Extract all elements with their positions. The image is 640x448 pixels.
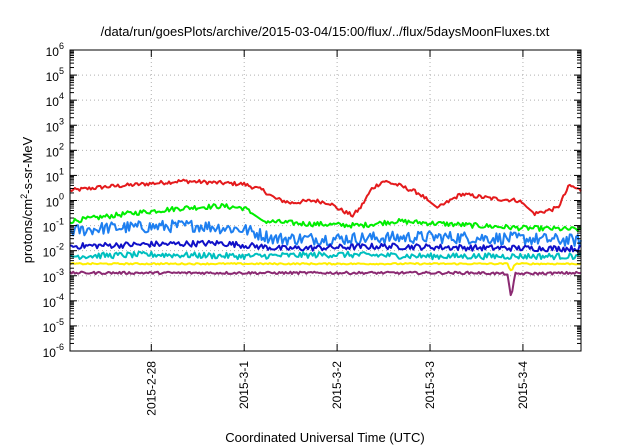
series-line-2 [69,219,582,247]
y-tick-label: 102 [46,141,64,159]
y-tick-label: 105 [46,66,64,84]
x-axis-label: Coordinated Universal Time (UTC) [225,430,424,445]
x-axis: 2015-2-28 2015-3-1 2015-3-2 2015-3-3 2015-3-… [144,50,530,416]
y-tick-base: 10 [43,321,57,335]
x-tick-label: 2015-3-3 [423,361,437,409]
y-tick-label: 104 [46,91,64,109]
y-tick-label: 103 [46,116,64,134]
y-tick-exponent: 2 [59,141,64,151]
y-tick-exponent: 4 [59,91,64,101]
y-tick-exponent: -2 [56,242,64,252]
y-tick-label: 101 [46,166,64,184]
y-tick-exponent: 3 [59,116,64,126]
series-line-0 [69,178,582,218]
y-tick-base: 10 [43,296,57,310]
y-tick-base: 10 [43,346,57,360]
y-tick-base: 10 [46,196,60,210]
y-tick-base: 10 [46,120,60,134]
series-line-1 [69,203,582,233]
y-axis-label-part: protons/cm [20,199,35,263]
x-tick-label: 2015-2-28 [144,361,158,416]
series-line-3 [69,239,582,253]
y-tick-label: 10-2 [43,242,64,260]
y-tick-label: 106 [46,41,64,59]
y-tick-base: 10 [43,221,57,235]
y-tick-label: 100 [46,192,64,210]
y-tick-exponent: 6 [59,41,64,51]
x-tick-label: 2015-3-1 [237,361,251,409]
y-tick-base: 10 [46,95,60,109]
y-tick-label: 10-1 [43,217,64,235]
y-tick-base: 10 [43,246,57,260]
y-tick-exponent: -1 [56,217,64,227]
y-axis-label-part: -s-sr-MeV [20,136,35,193]
y-tick-label: 10-5 [43,317,64,335]
y-tick-base: 10 [46,145,60,159]
series-line-5 [69,262,582,272]
y-axis-label-sup: 2 [19,194,29,199]
series-group [69,178,582,297]
y-tick-base: 10 [46,70,60,84]
y-tick-base: 10 [46,170,60,184]
y-tick-base: 10 [43,271,57,285]
y-tick-exponent: -3 [56,267,64,277]
series-line-6 [69,270,582,297]
x-tick-label: 2015-3-2 [330,361,344,409]
series-line-4 [69,250,582,261]
y-tick-exponent: -4 [56,292,64,302]
y-tick-exponent: -6 [56,342,64,352]
y-tick-label: 10-6 [43,342,64,360]
y-tick-base: 10 [46,45,60,59]
y-axis: 10-610-510-410-310-210-11001011021031041… [43,41,581,360]
y-axis-label: protons/cm2-s-sr-MeV [19,136,35,263]
y-tick-exponent: 0 [59,192,64,202]
y-tick-label: 10-3 [43,267,64,285]
y-tick-exponent: -5 [56,317,64,327]
y-tick-exponent: 5 [59,66,64,76]
y-tick-label: 10-4 [43,292,64,310]
x-tick-label: 2015-3-4 [516,361,530,409]
y-tick-exponent: 1 [59,166,64,176]
chart-title: /data/run/goesPlots/archive/2015-03-04/1… [101,24,550,39]
